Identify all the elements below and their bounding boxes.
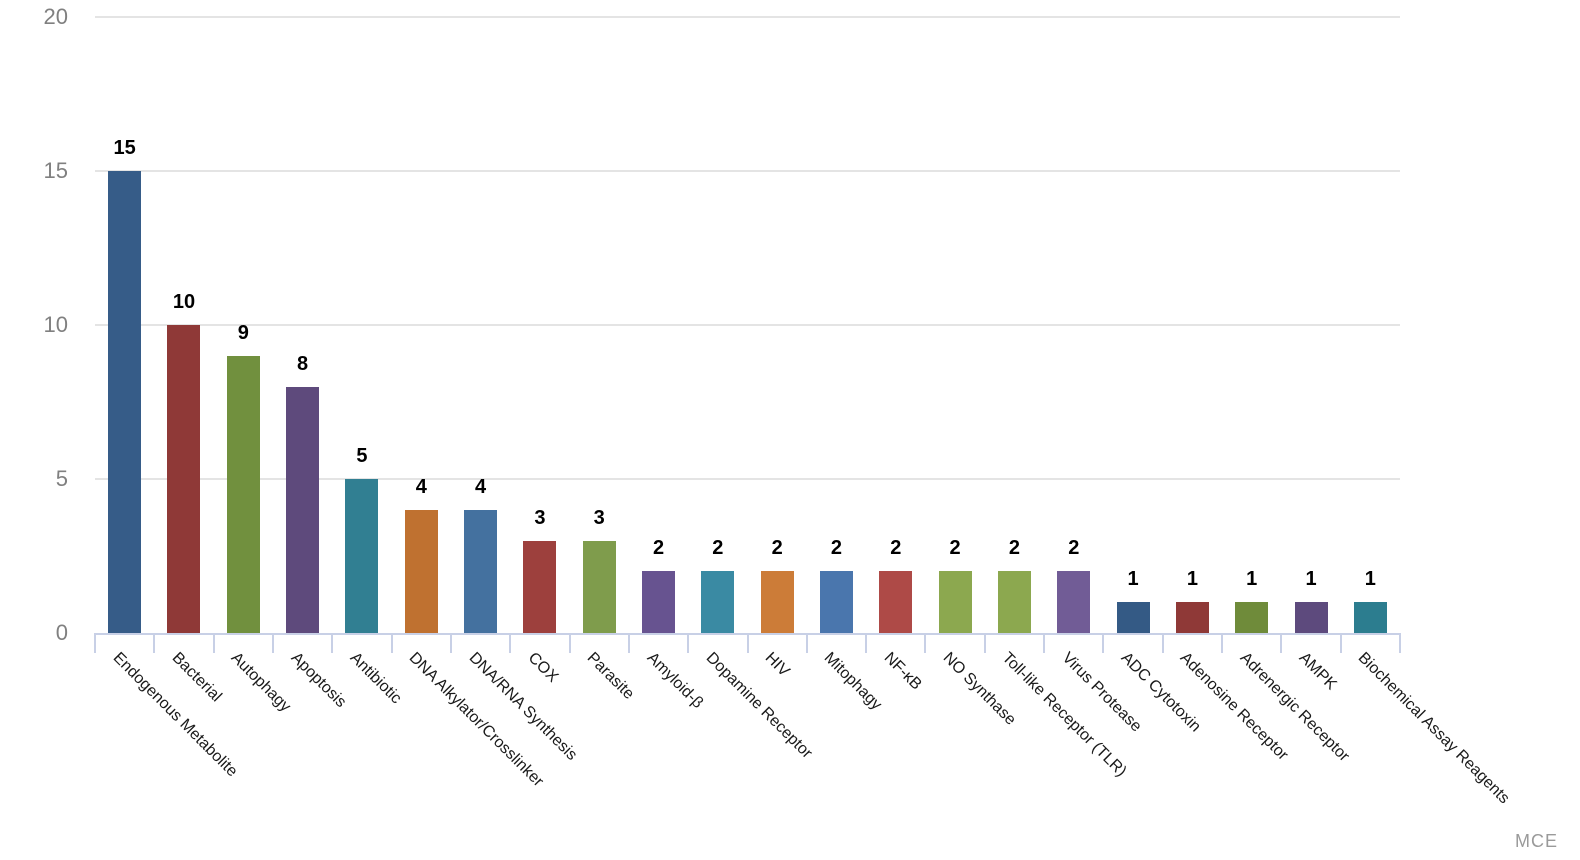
- bar-value-label: 2: [949, 537, 961, 560]
- bar: [1057, 571, 1091, 633]
- bar-value-label: 2: [712, 537, 724, 560]
- x-axis-tick: [1280, 633, 1283, 653]
- category-label: Parasite: [583, 649, 638, 703]
- bar: [167, 325, 201, 633]
- bar: [286, 386, 320, 633]
- y-axis-tick-label: 15: [43, 158, 68, 183]
- bar: [938, 571, 972, 633]
- bar-value-label: 2: [771, 537, 783, 560]
- x-axis-tick: [687, 633, 690, 653]
- bar: [1294, 602, 1328, 633]
- x-axis-tick: [924, 633, 927, 653]
- bar: [108, 171, 142, 633]
- y-axis-tick-label: 10: [43, 312, 68, 337]
- category-label: Antibiotic: [346, 649, 405, 708]
- bar: [226, 355, 260, 633]
- x-axis-tick: [1102, 633, 1105, 653]
- bar-value-label: 1: [1364, 568, 1376, 591]
- bar: [642, 571, 676, 633]
- bar-value-label: 3: [534, 506, 546, 529]
- bar: [1235, 602, 1269, 633]
- category-label: HIV: [761, 649, 793, 681]
- y-axis-tick-label: 5: [55, 466, 68, 491]
- bar: [582, 540, 616, 633]
- x-axis-tick: [983, 633, 986, 653]
- bar: [819, 571, 853, 633]
- bar-value-label: 4: [415, 475, 427, 498]
- bar-value-label: 2: [652, 537, 665, 560]
- y-axis-tick-label: 20: [43, 4, 68, 29]
- bar-value-label: 1: [1186, 568, 1198, 591]
- bar-value-label: 1: [1246, 568, 1258, 591]
- category-label: Autophagy: [227, 649, 295, 716]
- bar-value-label: 2: [890, 537, 902, 560]
- bar: [345, 479, 379, 633]
- category-label: Dopamine Receptor: [702, 649, 816, 762]
- bar-value-label: 3: [593, 506, 605, 529]
- x-axis-tick: [1339, 633, 1342, 653]
- bar-value-label: 10: [172, 291, 196, 313]
- x-axis-tick: [805, 633, 808, 653]
- bar: [1353, 602, 1387, 633]
- category-label: COX: [524, 649, 562, 686]
- category-label: Mitophagy: [821, 649, 886, 714]
- x-axis-tick: [331, 633, 334, 653]
- category-label: Biochemical Assay Reagents: [1355, 649, 1513, 808]
- category-label: Apoptosis: [287, 649, 350, 711]
- bar-value-label: 2: [830, 537, 843, 560]
- category-label: Adenosine Receptor: [1177, 649, 1292, 764]
- category-label: NF-κB: [880, 649, 925, 694]
- x-axis-tick: [212, 633, 215, 653]
- watermark: MCE: [1515, 831, 1558, 851]
- bar-value-label: 2: [1008, 537, 1020, 560]
- bar: [701, 571, 735, 633]
- bar: [760, 571, 794, 633]
- gridline: [95, 170, 1400, 172]
- bar-value-label: 1: [1127, 568, 1139, 591]
- bar: [464, 509, 498, 633]
- x-axis-tick: [1161, 633, 1164, 653]
- x-axis-tick: [746, 633, 749, 653]
- gridline: [95, 324, 1400, 326]
- x-axis-tick: [865, 633, 868, 653]
- x-axis-tick: [1399, 633, 1401, 653]
- x-axis-tick: [1043, 633, 1046, 653]
- bar-value-label: 9: [237, 321, 249, 344]
- category-label: DNA/RNA Synthesis: [465, 649, 580, 764]
- category-label: Toll-like Receptor (TLR): [999, 649, 1130, 781]
- bar-value-label: 15: [113, 137, 136, 159]
- bar: [879, 571, 913, 633]
- category-label: AMPK: [1295, 649, 1340, 694]
- bar-value-label: 2: [1068, 537, 1080, 560]
- gridline: [95, 16, 1400, 18]
- x-axis-tick: [390, 633, 393, 653]
- bar-value-label: 5: [356, 445, 368, 467]
- x-axis-tick: [94, 633, 96, 653]
- x-axis-tick: [153, 633, 156, 653]
- bar: [523, 540, 557, 633]
- bar-value-label: 8: [297, 352, 309, 375]
- bar-value-label: 4: [475, 475, 487, 498]
- category-label: Adrenergic Receptor: [1236, 649, 1353, 766]
- category-label: Endogenous Metabolite: [109, 649, 241, 781]
- y-axis-tick-label: 0: [55, 620, 68, 645]
- x-axis-tick: [271, 633, 274, 653]
- category-label: Amyloid-β: [643, 649, 706, 712]
- bar: [1116, 602, 1150, 633]
- x-axis-tick: [627, 633, 630, 653]
- category-label: Bacterial: [168, 649, 225, 706]
- x-axis-tick: [509, 633, 512, 653]
- bar: [997, 571, 1031, 633]
- x-axis-tick: [1221, 633, 1224, 653]
- gridline: [95, 478, 1400, 480]
- x-axis-tick: [568, 633, 571, 653]
- bar: [404, 509, 438, 633]
- bar-value-label: 1: [1305, 568, 1317, 591]
- bar: [1175, 602, 1209, 633]
- x-axis-tick: [449, 633, 452, 653]
